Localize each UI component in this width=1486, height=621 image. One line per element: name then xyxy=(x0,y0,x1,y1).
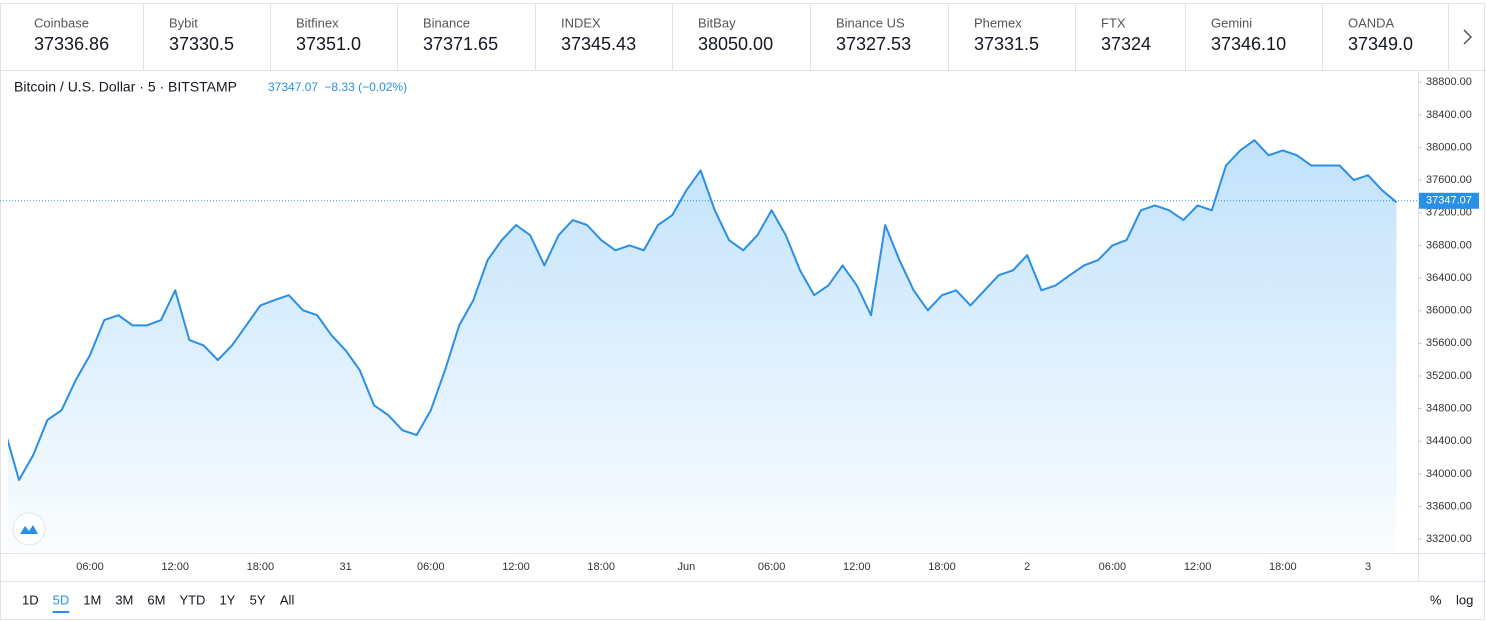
ticker-price[interactable]: 37345.43 xyxy=(561,34,636,54)
range-button[interactable]: 3M xyxy=(115,592,133,607)
range-button[interactable]: All xyxy=(280,592,295,607)
y-tick-label: 36800.00 xyxy=(1426,239,1472,251)
ticker-price[interactable]: 37324 xyxy=(1101,34,1151,54)
chart-title: Bitcoin / U.S. Dollar · 5 · BITSTAMP xyxy=(14,79,237,95)
y-tick-label: 36400.00 xyxy=(1426,272,1472,284)
scale-button[interactable]: % xyxy=(1430,592,1442,607)
ticker-name[interactable]: OANDA xyxy=(1348,15,1395,30)
y-tick-label: 38400.00 xyxy=(1426,109,1472,121)
y-tick-label: 34800.00 xyxy=(1426,402,1472,414)
y-tick-label: 36000.00 xyxy=(1426,305,1472,317)
x-tick-label: 06:00 xyxy=(417,561,445,573)
x-tick-label: 12:00 xyxy=(161,561,189,573)
ticker-price[interactable]: 37327.53 xyxy=(836,34,911,54)
ticker-price[interactable]: 38050.00 xyxy=(698,34,773,54)
price-line xyxy=(8,139,1398,481)
ticker-name[interactable]: Bybit xyxy=(169,15,198,30)
y-tick-label: 38000.00 xyxy=(1426,141,1472,153)
x-tick-label: 18:00 xyxy=(928,561,956,573)
x-tick-label: 2 xyxy=(1024,561,1030,573)
ticker-price[interactable]: 37371.65 xyxy=(423,34,498,54)
x-tick-label: 18:00 xyxy=(587,561,615,573)
x-tick-label: 12:00 xyxy=(502,561,530,573)
range-button[interactable]: YTD xyxy=(179,592,205,607)
x-tick-label: 06:00 xyxy=(1099,561,1127,573)
ticker-price[interactable]: 37336.86 xyxy=(34,34,109,54)
range-button[interactable]: 5D xyxy=(53,592,70,607)
ticker-name[interactable]: Coinbase xyxy=(34,15,89,30)
header-price: 37347.07 xyxy=(268,80,318,94)
ticker-price[interactable]: 37349.0 xyxy=(1348,34,1413,54)
ticker-price[interactable]: 37330.5 xyxy=(169,34,234,54)
scale-button[interactable]: log xyxy=(1456,592,1473,607)
ticker-name[interactable]: Bitfinex xyxy=(296,15,339,30)
range-button[interactable]: 1D xyxy=(22,592,39,607)
y-tick-label: 38800.00 xyxy=(1426,76,1472,88)
logo[interactable] xyxy=(12,512,46,546)
y-tick-label: 35600.00 xyxy=(1426,337,1472,349)
plot xyxy=(8,139,1398,553)
ticker-name[interactable]: INDEX xyxy=(561,15,601,30)
range-button[interactable]: 1Y xyxy=(219,592,235,607)
x-tick-label: Jun xyxy=(678,561,696,573)
x-tick-label: 12:00 xyxy=(1184,561,1212,573)
x-tick-label: 12:00 xyxy=(843,561,871,573)
y-tick-label: 35200.00 xyxy=(1426,370,1472,382)
y-tick-label: 33200.00 xyxy=(1426,533,1472,545)
x-tick-label: 18:00 xyxy=(1269,561,1297,573)
ticker-name[interactable]: BitBay xyxy=(698,15,736,30)
range-button[interactable]: 1M xyxy=(83,592,101,607)
area-fill xyxy=(8,140,1397,553)
last-price-label: 37347.07 xyxy=(1426,195,1472,207)
x-tick-label: 31 xyxy=(339,561,351,573)
y-tick-label: 37200.00 xyxy=(1426,207,1472,219)
header-change: −8.33 (−0.02%) xyxy=(324,80,407,94)
last-price-badge xyxy=(1419,192,1479,209)
ticker-price[interactable]: 37351.0 xyxy=(296,34,361,54)
x-tick-label: 18:00 xyxy=(247,561,275,573)
y-tick-label: 34400.00 xyxy=(1426,435,1472,447)
x-tick-label: 06:00 xyxy=(76,561,104,573)
x-tick-label: 3 xyxy=(1365,561,1371,573)
ticker-name[interactable]: Gemini xyxy=(1211,15,1252,30)
y-tick-label: 37600.00 xyxy=(1426,174,1472,186)
range-button[interactable]: 6M xyxy=(147,592,165,607)
ticker-name[interactable]: Phemex xyxy=(974,15,1022,30)
ticker-next[interactable] xyxy=(1463,29,1473,45)
ticker-name[interactable]: Binance xyxy=(423,15,470,30)
x-tick-label: 06:00 xyxy=(758,561,786,573)
ticker-name[interactable]: Binance US xyxy=(836,15,905,30)
y-tick-label: 34000.00 xyxy=(1426,468,1472,480)
ticker-price[interactable]: 37331.5 xyxy=(974,34,1039,54)
ticker-price[interactable]: 37346.10 xyxy=(1211,34,1286,54)
ticker-name[interactable]: FTX xyxy=(1101,15,1126,30)
range-button[interactable]: 5Y xyxy=(250,592,266,607)
y-tick-label: 33600.00 xyxy=(1426,500,1472,512)
